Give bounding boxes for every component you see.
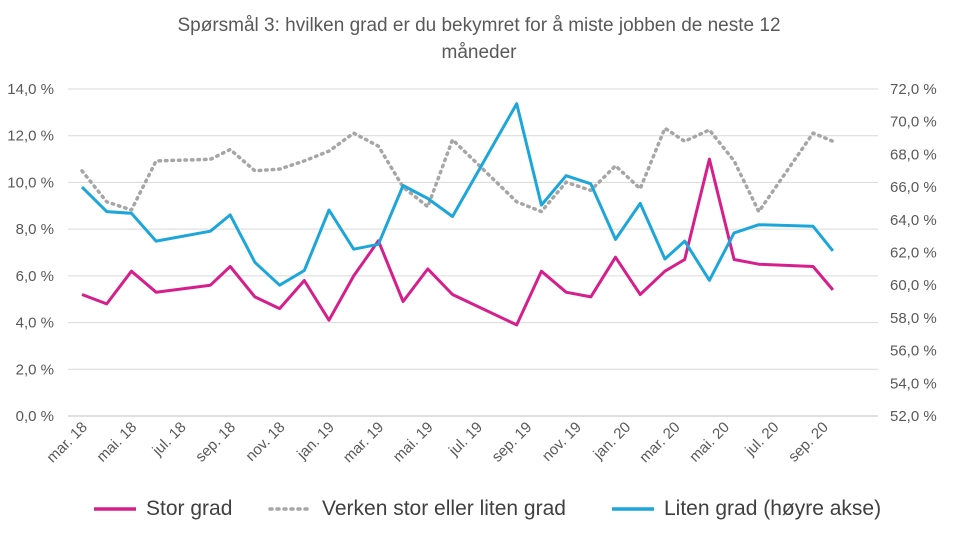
legend-swatch-verken: [268, 507, 314, 511]
right-tick-label: 60,0 %: [890, 277, 937, 294]
x-tick-label: mar. 20: [636, 419, 683, 466]
right-tick-label: 56,0 %: [890, 343, 937, 360]
right-tick-label: 70,0 %: [890, 114, 937, 131]
left-tick-label: 10,0 %: [7, 174, 54, 191]
x-axis: mar. 18 mai. 18 jul. 18 sep. 18 nov. 18 jan. …: [43, 419, 831, 466]
legend-item-stor-grad: Stor grad: [92, 494, 232, 524]
x-tick-label: jan. 19: [293, 419, 338, 464]
chart-title-line-1: Spørsmål 3: hvilken grad er du bekymret …: [177, 15, 781, 36]
legend-label: Verken stor eller liten grad: [322, 497, 566, 520]
x-tick-label: nov. 19: [539, 419, 585, 465]
right-tick-label: 66,0 %: [890, 179, 937, 196]
left-tick-label: 8,0 %: [16, 221, 54, 238]
x-tick-label: mar. 19: [340, 419, 387, 466]
x-tick-label: mai. 19: [390, 419, 437, 466]
right-tick-label: 62,0 %: [890, 245, 937, 262]
right-tick-label: 68,0 %: [890, 146, 937, 163]
left-axis: 0,0 % 2,0 % 4,0 % 6,0 % 8,0 % 10,0 % 12,0 % 14,…: [7, 81, 54, 425]
x-tick-label: sep. 20: [785, 419, 832, 466]
left-tick-label: 2,0 %: [16, 361, 54, 378]
legend-swatch-liten-grad: [612, 507, 654, 511]
x-tick-label: sep. 19: [489, 419, 536, 466]
left-tick-label: 0,0 %: [16, 408, 54, 425]
x-tick-label: sep. 18: [192, 419, 239, 466]
series-line-3: [80, 102, 835, 287]
left-tick-label: 4,0 %: [16, 315, 54, 332]
left-tick-label: 12,0 %: [7, 128, 54, 145]
x-tick-label: mai. 20: [686, 419, 733, 466]
legend: Stor grad Verken stor eller liten grad L…: [0, 494, 958, 528]
right-tick-label: 54,0 %: [890, 375, 937, 392]
x-tick-label: jul. 20: [741, 419, 782, 460]
line-chart: 0,0 % 2,0 % 4,0 % 6,0 % 8,0 % 10,0 % 12,0 % 14,…: [7, 81, 937, 466]
left-tick-label: 14,0 %: [7, 81, 54, 98]
left-tick-label: 6,0 %: [16, 268, 54, 285]
series-line-2: [80, 126, 835, 214]
legend-swatch-stor-grad: [94, 507, 136, 511]
legend-item-verken: Verken stor eller liten grad: [268, 494, 566, 524]
x-tick-label: jul. 18: [149, 419, 190, 460]
gridlines: [68, 88, 878, 417]
right-tick-label: 58,0 %: [890, 310, 937, 327]
x-tick-label: jul. 19: [445, 419, 486, 460]
series-lines: [80, 102, 835, 327]
legend-label: Stor grad: [146, 497, 233, 520]
series-line-1: [81, 157, 835, 327]
right-tick-label: 52,0 %: [890, 408, 937, 425]
chart-title: Spørsmål 3: hvilken grad er du bekymret …: [0, 12, 958, 66]
x-tick-label: mar. 18: [43, 419, 90, 466]
right-tick-label: 64,0 %: [890, 212, 937, 229]
chart-title-line-2: måneder: [441, 42, 517, 63]
x-tick-label: nov. 18: [242, 419, 288, 465]
x-tick-label: mai. 18: [93, 419, 140, 466]
x-tick-label: jan. 20: [590, 419, 635, 464]
legend-label: Liten grad (høyre akse): [664, 497, 882, 520]
legend-item-liten-grad: Liten grad (høyre akse): [610, 494, 881, 524]
right-tick-label: 72,0 %: [890, 81, 937, 98]
right-axis: 52,0 % 54,0 % 56,0 % 58,0 % 60,0 % 62,0 % 64,0…: [890, 81, 937, 425]
